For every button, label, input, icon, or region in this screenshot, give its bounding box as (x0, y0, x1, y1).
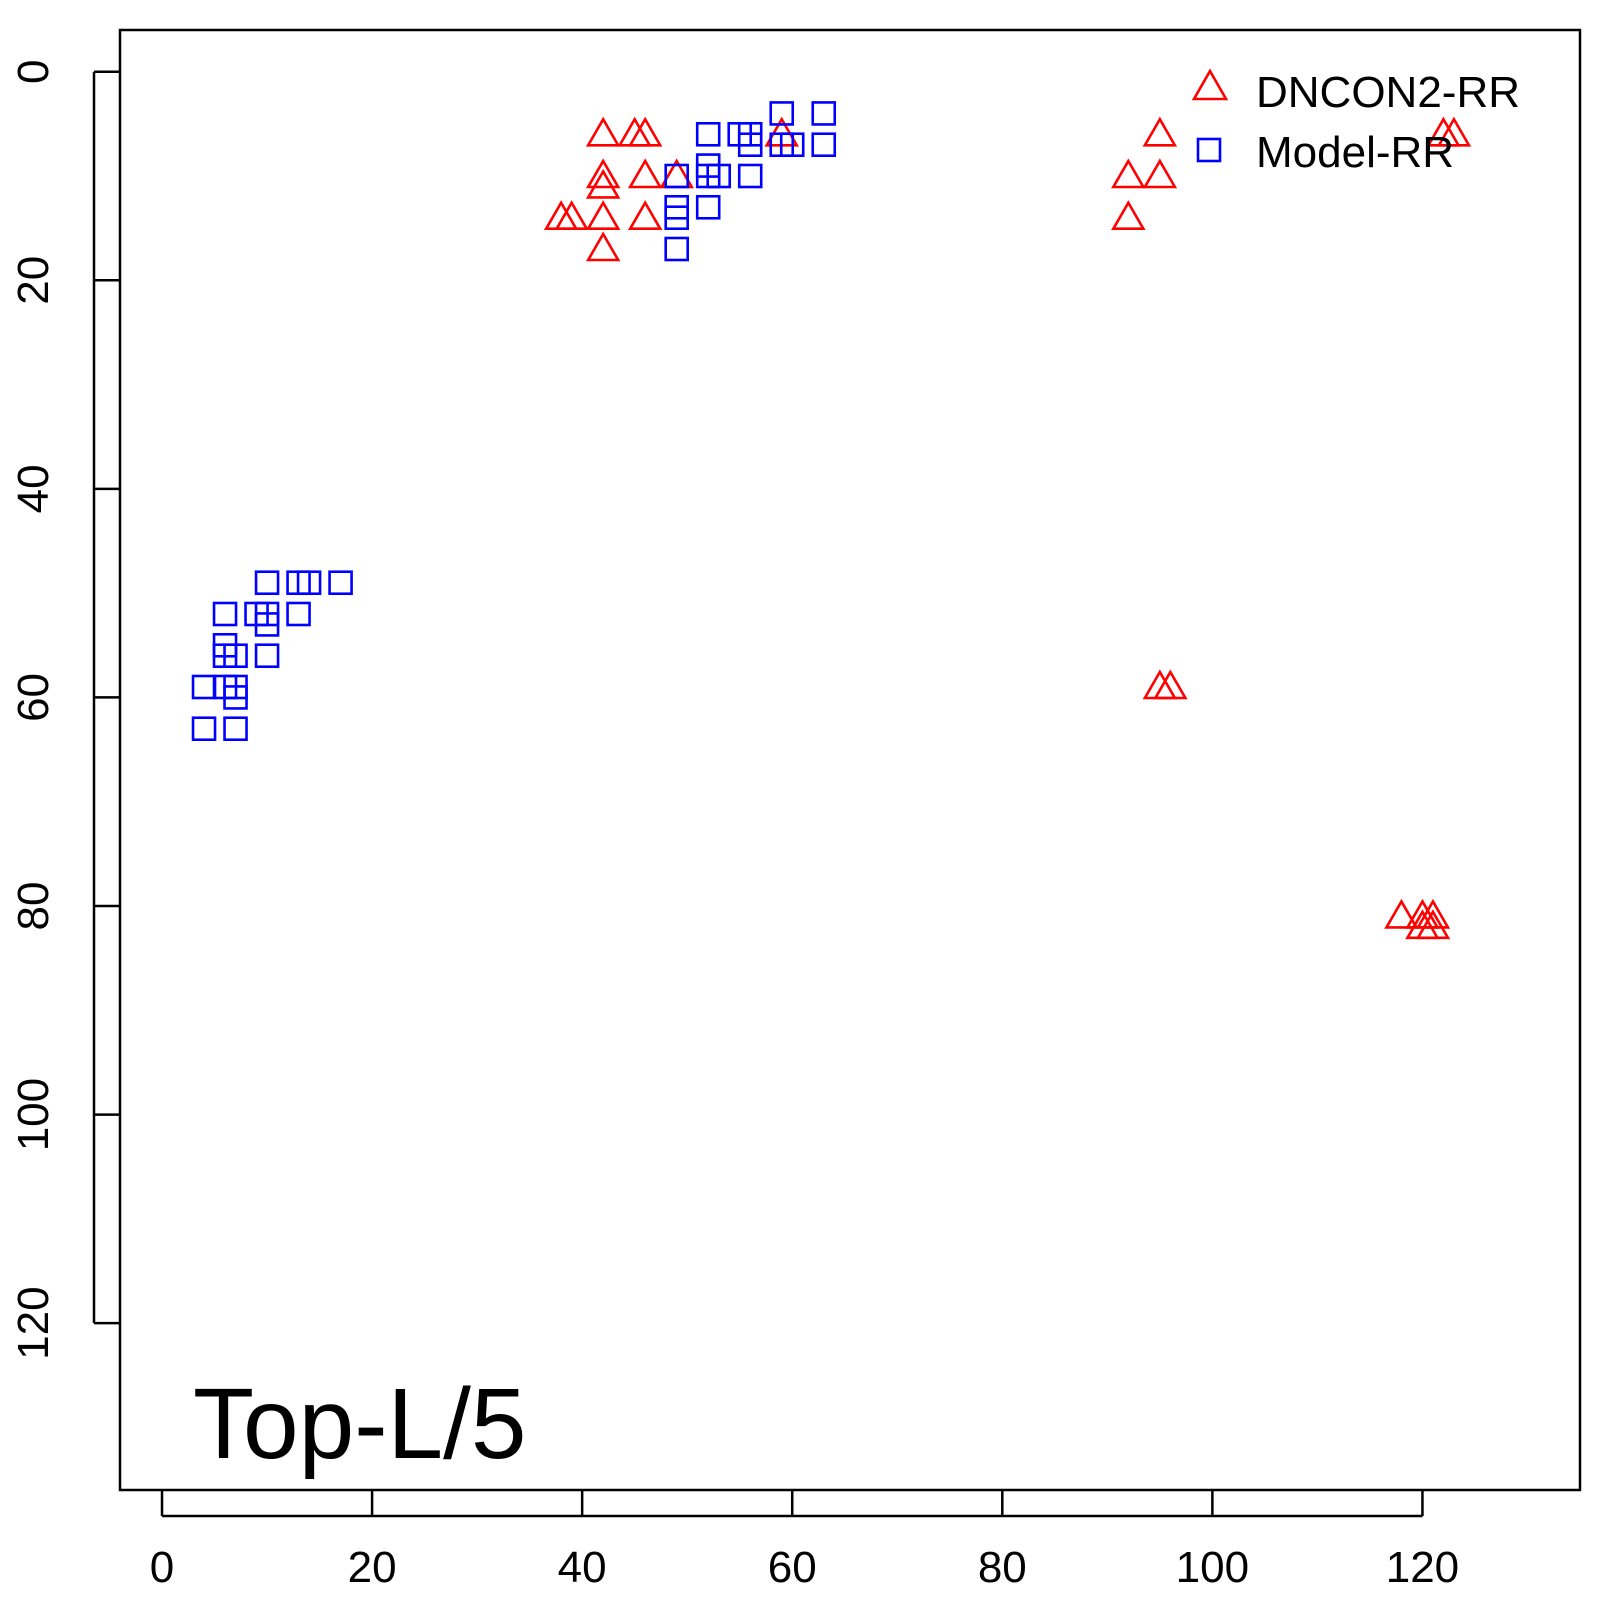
data-point-triangle (585, 168, 621, 199)
y-tick-label: 0 (9, 59, 58, 83)
x-tick-label: 60 (768, 1543, 817, 1592)
data-point-square (191, 716, 217, 742)
series-dncon2-rr (543, 116, 1472, 940)
y-tick-label: 80 (9, 882, 58, 931)
x-tick-label: 80 (978, 1543, 1027, 1592)
y-axis: 0 20 40 60 80 100 120 (9, 59, 120, 1360)
data-point-triangle (585, 231, 621, 262)
plot-frame (118, 28, 1582, 1492)
x-tick-label: 20 (348, 1543, 397, 1592)
x-axis: 0 20 40 60 80 100 120 (150, 1490, 1459, 1592)
data-point-square (223, 685, 248, 710)
legend-marker-dncon2-rr (1191, 68, 1229, 101)
data-point-square (737, 132, 763, 158)
data-point-triangle (1142, 158, 1178, 189)
data-point-square (191, 674, 217, 700)
data-point-square (664, 205, 689, 231)
x-tick-label: 120 (1386, 1543, 1459, 1592)
x-tick-label: 40 (558, 1543, 607, 1592)
data-point-triangle (554, 200, 589, 231)
data-point-triangle (1415, 898, 1451, 929)
data-point-triangle (627, 200, 663, 231)
data-point-triangle (543, 200, 579, 231)
x-tick-label: 0 (150, 1543, 174, 1592)
data-point-square (254, 612, 280, 637)
data-point-square (695, 121, 721, 147)
data-point-triangle (1153, 669, 1188, 700)
legend-label-dncon2-rr: DNCON2-RR (1256, 68, 1520, 117)
data-point-square (664, 236, 689, 262)
legend-marker-model-rr (1196, 137, 1222, 163)
y-tick-label: 60 (9, 673, 58, 722)
data-point-square (811, 132, 837, 158)
y-tick-label: 120 (9, 1286, 58, 1359)
data-point-square (254, 643, 280, 669)
data-point-triangle (1436, 116, 1472, 147)
data-point-triangle (1384, 898, 1419, 929)
data-point-triangle (585, 158, 621, 189)
data-point-triangle (1111, 158, 1146, 189)
data-point-triangle (585, 200, 621, 231)
data-point-triangle (1405, 909, 1440, 940)
legend-label-model-rr: Model-RR (1256, 128, 1454, 177)
data-point-square (223, 716, 248, 742)
series-model-rr (191, 101, 837, 742)
data-point-triangle (627, 158, 663, 189)
data-point-square (223, 643, 248, 669)
data-point-triangle (617, 116, 652, 147)
y-tick-label: 20 (9, 256, 58, 305)
data-point-square (779, 132, 805, 158)
data-point-square (664, 163, 689, 189)
data-point-triangle (1142, 116, 1178, 147)
data-point-square (769, 101, 795, 126)
plot-title: Top-L/5 (193, 1368, 527, 1480)
data-point-triangle (1111, 200, 1146, 231)
data-point-triangle (1142, 669, 1178, 700)
data-point-square (254, 570, 280, 596)
y-tick-label: 40 (9, 464, 58, 513)
data-point-triangle (585, 116, 621, 147)
data-point-square (212, 601, 238, 627)
data-point-square (286, 601, 311, 627)
data-point-square (296, 570, 322, 596)
data-point-square (706, 163, 732, 189)
data-point-square (695, 194, 721, 220)
data-point-triangle (627, 116, 663, 147)
data-point-triangle (1415, 909, 1451, 940)
y-tick-label: 100 (9, 1078, 58, 1151)
series-layer (191, 101, 1472, 940)
data-point-square (811, 101, 837, 126)
data-point-square (737, 163, 763, 189)
x-tick-label: 100 (1176, 1543, 1249, 1592)
legend: DNCON2-RR Model-RR (1191, 68, 1520, 177)
data-point-square (328, 570, 353, 596)
